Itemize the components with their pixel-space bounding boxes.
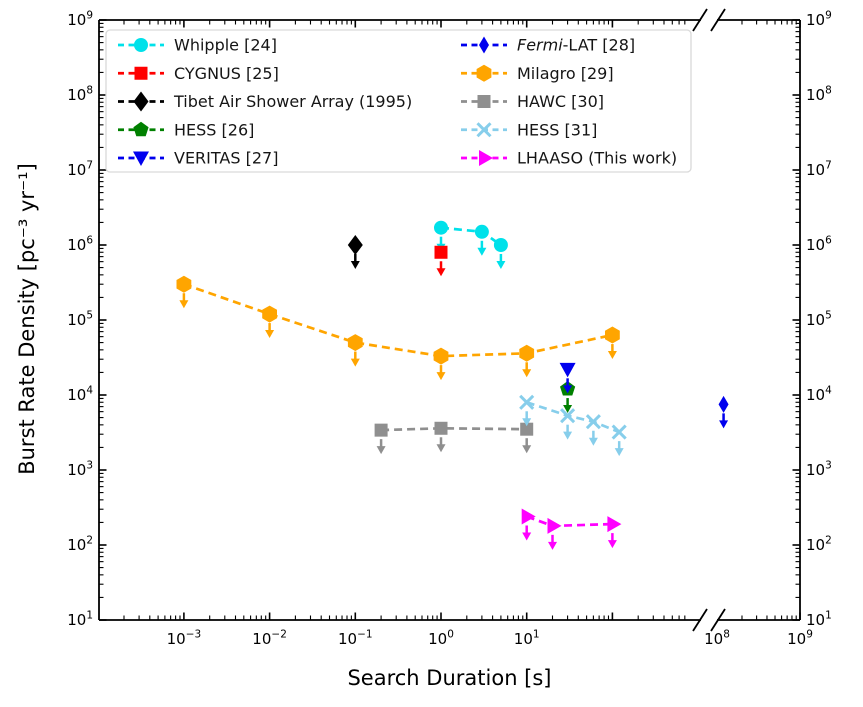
svg-text:106: 106 — [806, 235, 832, 255]
series-fermi-lat — [718, 395, 729, 429]
y-axis-label: Burst Rate Density [pc⁻³ yr⁻¹] — [15, 163, 39, 475]
svg-text:108: 108 — [704, 629, 730, 649]
ticks — [99, 19, 801, 621]
svg-text:108: 108 — [67, 85, 93, 105]
series-lhaaso — [521, 508, 622, 550]
legend-label-tibet: Tibet Air Shower Array (1995) — [173, 92, 412, 111]
series-tibet — [347, 235, 363, 269]
legend-label-milagro: Milagro [29] — [517, 64, 614, 83]
x-axis-label: Search Duration [s] — [347, 666, 552, 690]
legend-entry-hess-26: HESS [26] — [118, 120, 254, 139]
svg-text:101: 101 — [514, 629, 540, 649]
series-hess-31 — [519, 394, 627, 457]
series-veritas — [559, 362, 576, 394]
legend-label-lhaaso: LHAASO (This work) — [517, 149, 677, 168]
legend-entry-milagro: Milagro [29] — [461, 64, 614, 83]
svg-text:109: 109 — [787, 629, 813, 649]
legend-label-cygnus: CYGNUS [25] — [174, 64, 279, 83]
legend-label-fermi-lat: Fermi-LAT [28] — [517, 36, 635, 55]
legend-entry-fermi-lat: Fermi-LAT [28] — [461, 36, 635, 55]
svg-text:105: 105 — [67, 310, 93, 330]
svg-text:10−1: 10−1 — [338, 629, 373, 649]
svg-text:102: 102 — [67, 535, 93, 555]
svg-text:10−3: 10−3 — [167, 629, 202, 649]
legend-entry-tibet: Tibet Air Shower Array (1995) — [118, 91, 412, 112]
svg-text:107: 107 — [806, 160, 832, 180]
legend-label-veritas: VERITAS [27] — [174, 149, 278, 168]
series-milagro — [176, 275, 620, 381]
svg-text:106: 106 — [67, 235, 93, 255]
legend-label-hawc: HAWC [30] — [517, 92, 604, 111]
legend: Whipple [24] CYGNUS [25] Tibet Air Shower … — [105, 29, 692, 173]
series-cygnus — [434, 245, 448, 277]
legend-entry-hess-31: HESS [31] — [461, 120, 597, 139]
svg-text:101: 101 — [806, 610, 832, 630]
axis-break — [692, 8, 726, 632]
svg-text:10−2: 10−2 — [252, 629, 287, 649]
svg-text:109: 109 — [806, 10, 832, 30]
svg-text:103: 103 — [806, 460, 832, 480]
legend-entry-lhaaso: LHAASO (This work) — [461, 149, 677, 168]
svg-text:103: 103 — [67, 460, 93, 480]
legend-label-whipple: Whipple [24] — [174, 36, 277, 55]
legend-label-hess-26: HESS [26] — [174, 120, 254, 139]
legend-entry-cygnus: CYGNUS [25] — [118, 64, 279, 83]
legend-entry-hawc: HAWC [30] — [461, 92, 604, 111]
svg-text:107: 107 — [67, 160, 93, 180]
svg-text:104: 104 — [67, 385, 93, 405]
svg-text:100: 100 — [428, 629, 454, 649]
svg-text:108: 108 — [806, 85, 832, 105]
svg-text:102: 102 — [806, 535, 832, 555]
svg-text:101: 101 — [67, 610, 93, 630]
legend-entry-veritas: VERITAS [27] — [118, 149, 278, 168]
series-whipple — [434, 220, 508, 269]
legend-entry-whipple: Whipple [24] — [118, 36, 277, 55]
legend-label-hess-31: HESS [31] — [517, 120, 597, 139]
svg-text:109: 109 — [67, 10, 93, 30]
svg-text:105: 105 — [806, 310, 832, 330]
svg-text:104: 104 — [806, 385, 832, 405]
series-hawc — [374, 421, 534, 455]
